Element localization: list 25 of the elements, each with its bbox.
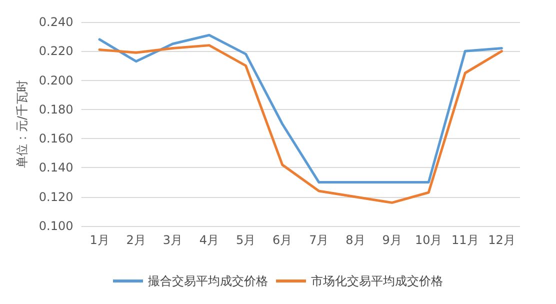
y-tick-label: 0.160 bbox=[38, 132, 74, 146]
y-tick-label: 0.100 bbox=[38, 219, 74, 233]
x-tick-label: 2月 bbox=[126, 233, 146, 247]
x-tick-label: 3月 bbox=[162, 233, 182, 247]
y-tick-label: 0.220 bbox=[38, 44, 74, 58]
x-tick-label: 6月 bbox=[272, 233, 292, 247]
y-tick-label: 0.240 bbox=[38, 15, 74, 29]
y-tick-label: 0.180 bbox=[38, 102, 74, 116]
y-tick-label: 0.200 bbox=[38, 73, 74, 88]
legend-label: 撮合交易平均成交价格 bbox=[148, 274, 268, 288]
line-series bbox=[98, 34, 503, 184]
y-tick-label: 0.140 bbox=[38, 160, 74, 175]
y-axis-title: 单位：元/千瓦时 bbox=[15, 80, 29, 168]
x-tick-label: 7月 bbox=[309, 233, 329, 247]
x-tick-label: 9月 bbox=[382, 233, 402, 247]
y-tick-label: 0.120 bbox=[38, 190, 74, 204]
x-tick-label: 1月 bbox=[90, 233, 110, 247]
x-tick-label: 5月 bbox=[236, 233, 256, 247]
line-series bbox=[98, 44, 503, 204]
x-tick-label: 4月 bbox=[199, 233, 220, 247]
x-tick-label: 10月 bbox=[414, 233, 442, 247]
x-tick-label: 11月 bbox=[452, 233, 479, 247]
legend-label: 市场化交易平均成交价格 bbox=[311, 274, 443, 288]
x-tick-label: 8月 bbox=[346, 233, 366, 247]
x-tick-label: 12月 bbox=[488, 233, 516, 247]
